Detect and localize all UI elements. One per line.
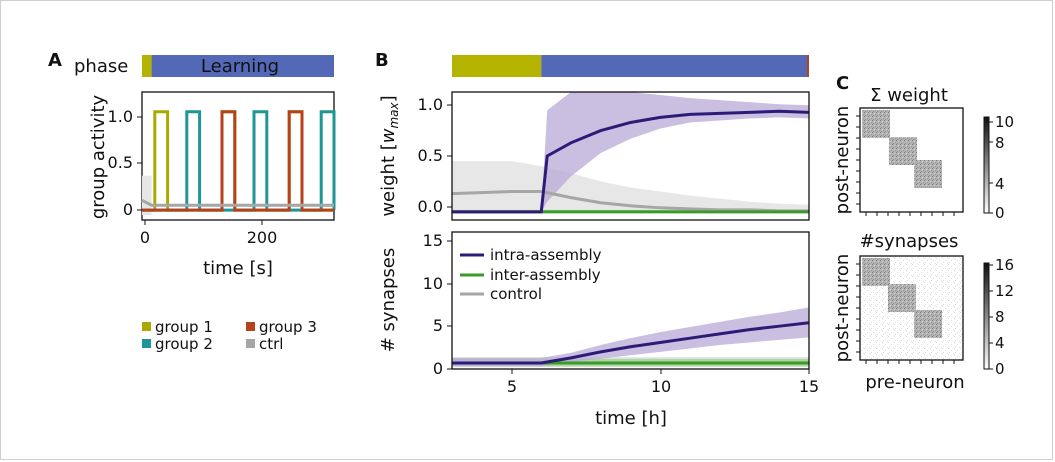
ytick-s-15: 15 xyxy=(423,231,443,250)
axes-a-frame xyxy=(141,91,335,221)
heatmap-top-block-2 xyxy=(889,137,917,165)
legend-swatch-group3 xyxy=(246,322,255,331)
phase-b-segment xyxy=(541,55,809,77)
axes-synapses-frame xyxy=(451,231,810,370)
xtick-b-5: 5 xyxy=(507,377,517,396)
heatmap-bottom xyxy=(859,255,964,361)
phase-bar-b xyxy=(452,55,809,77)
cbar-top-tick-10: 10 xyxy=(995,113,1014,131)
synapse-bands xyxy=(452,307,809,368)
ytick-w-1: 1.0 xyxy=(418,95,443,114)
cbar-top-tick-4: 4 xyxy=(995,175,1005,193)
y-axis-weight: 1.0 0.5 0.0 xyxy=(418,95,452,216)
legend-label-inter: inter-assembly xyxy=(490,266,601,284)
ytick-a-05: 0.5 xyxy=(108,153,133,172)
phase-a-segment xyxy=(151,55,334,77)
x-axis-b: 5 10 15 xyxy=(507,369,819,396)
xtick-a-200: 200 xyxy=(247,228,278,247)
cbar-top-tick-8: 8 xyxy=(995,134,1005,152)
trace-group-2 xyxy=(142,110,336,212)
ytick-w-05: 0.5 xyxy=(418,146,443,165)
activity-traces xyxy=(141,110,336,216)
heatmap-top-title: Σ weight xyxy=(870,85,948,106)
y-axis-synapses: 0 5 10 15 xyxy=(423,231,452,378)
phase-b-segment xyxy=(452,55,542,77)
colorbar-top: 10 8 4 0 xyxy=(983,113,1014,222)
cbar-bottom-tick-16: 16 xyxy=(995,256,1014,274)
legend-b: intra-assembly inter-assembly control xyxy=(460,246,602,303)
synapses-band-intra-assembly xyxy=(452,307,809,367)
y-axis-a: 1.0 0.5 0 xyxy=(108,107,142,219)
legend-swatch-ctrl xyxy=(246,339,255,348)
legend-a: group 1 group 3 group 2 ctrl xyxy=(142,318,317,353)
weight-bands xyxy=(452,92,809,212)
panel-b-letter: B xyxy=(375,50,389,71)
heatmap-top-ylabel: post-neuron xyxy=(832,106,853,215)
weight-band-intra-assembly xyxy=(452,92,809,212)
ytick-a-1: 1.0 xyxy=(108,107,133,126)
legend-label-group1: group 1 xyxy=(155,318,213,336)
legend-label-ctrl: ctrl xyxy=(259,335,283,353)
panel-a-letter: A xyxy=(48,50,62,71)
trace-ctrl xyxy=(141,198,334,207)
synapse-lines xyxy=(452,321,810,365)
heatmap-bottom-xlabel: pre-neuron xyxy=(865,372,964,393)
ytick-s-10: 10 xyxy=(423,274,443,293)
ytick-w-0: 0.0 xyxy=(418,197,443,216)
ytick-s-0: 0 xyxy=(433,359,443,378)
xlabel-a: time [s] xyxy=(203,258,273,279)
heatmap-top-block-1 xyxy=(862,110,890,138)
cbar-bottom-tick-4: 4 xyxy=(995,334,1005,352)
weight-lines xyxy=(451,109,810,214)
panel-c-letter: C xyxy=(836,73,849,94)
legend-label-intra: intra-assembly xyxy=(490,246,602,264)
ylabel-synapses: # synapses xyxy=(378,248,399,353)
synapses-line-intra-assembly xyxy=(452,321,810,365)
legend-swatch-group2 xyxy=(142,339,151,348)
cbar-bottom-tick-8: 8 xyxy=(995,308,1005,326)
legend-label-group2: group 2 xyxy=(155,335,213,353)
ylabel-weight: weight [wmax] xyxy=(378,95,401,216)
heatmap-bottom-block-2 xyxy=(888,284,916,312)
cbar-top-tick-0: 0 xyxy=(995,204,1005,222)
cbar-bottom-tick-12: 12 xyxy=(995,282,1014,300)
heatmap-top xyxy=(859,107,964,213)
heatmap-bottom-ticks xyxy=(856,263,955,364)
colorbar-top-bar xyxy=(983,116,990,214)
xtick-b-10: 10 xyxy=(651,377,671,396)
legend-label-control: control xyxy=(490,285,542,303)
trace-group-3 xyxy=(142,110,334,212)
weight-band-control xyxy=(452,161,809,212)
phase-learning-text: Learning xyxy=(201,56,279,77)
colorbar-bottom: 16 12 8 4 0 xyxy=(983,256,1014,378)
heatmap-top-block-3 xyxy=(914,160,942,188)
xtick-a-0: 0 xyxy=(140,228,150,247)
xtick-b-15: 15 xyxy=(799,377,819,396)
cbar-bottom-tick-0: 0 xyxy=(995,360,1005,378)
phase-a-segment xyxy=(142,55,152,77)
heatmap-top-ticks xyxy=(856,115,955,216)
weight-line-intra-assembly xyxy=(452,109,810,214)
heatmap-bottom-block-1 xyxy=(862,258,890,286)
legend-swatch-group1 xyxy=(142,322,151,331)
phase-b-end-marker xyxy=(807,55,809,77)
phase-bar-a xyxy=(142,55,334,77)
ylabel-a: group activity xyxy=(88,94,109,219)
trace-group-1 xyxy=(142,110,334,212)
xlabel-b: time [h] xyxy=(595,408,667,429)
heatmap-bottom-block-3 xyxy=(914,310,942,338)
phase-label: phase xyxy=(74,56,128,77)
legend-label-group3: group 3 xyxy=(259,318,317,336)
x-axis-a: 0 200 xyxy=(140,220,277,247)
heatmap-bottom-title: #synapses xyxy=(860,231,959,252)
ctrl-band xyxy=(142,175,152,216)
weight-line-control xyxy=(451,190,809,213)
heatmap-bottom-ylabel: post-neuron xyxy=(832,254,853,363)
ytick-a-0: 0 xyxy=(123,200,133,219)
ytick-s-5: 5 xyxy=(433,316,443,335)
colorbar-bottom-bar xyxy=(983,262,990,370)
